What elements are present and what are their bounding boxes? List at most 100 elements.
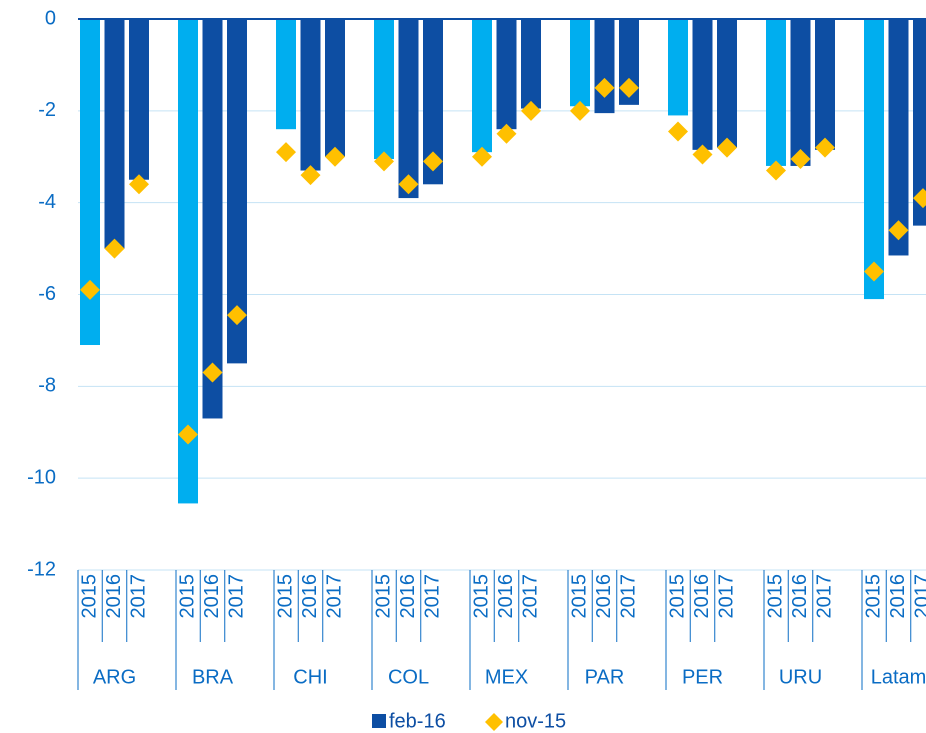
marker [104,238,125,259]
bar [692,19,713,150]
legend-swatch [485,713,503,731]
bar [570,19,590,107]
x-tick-label: 2016 [887,574,909,619]
bar [864,19,884,300]
marker [398,174,419,195]
x-tick-label: 2016 [103,574,125,619]
bar [472,19,492,153]
bar [766,19,786,166]
marker [766,160,786,181]
legend-label: feb-16 [389,710,446,732]
group-label: Latam [871,666,926,688]
x-tick-label: 2017 [911,574,926,619]
bar [521,19,541,109]
x-tick-label: 2017 [813,574,835,619]
group-label: BRA [192,666,234,688]
x-tick-label: 2015 [176,574,198,619]
x-tick-label: 2016 [691,574,713,619]
marker [472,146,492,167]
marker [300,165,321,186]
bar [276,19,296,130]
x-tick-label: 2015 [78,574,100,619]
marker [276,142,296,163]
x-tick-label: 2017 [421,574,443,619]
marker [325,146,345,167]
group-label: PAR [585,666,625,688]
y-tick-label: -12 [27,558,56,580]
marker [496,123,517,144]
bar [790,19,811,166]
marker [692,144,713,165]
group-label: CHI [293,666,327,688]
x-tick-label: 2015 [470,574,492,619]
marker [790,149,811,170]
bar [374,19,394,160]
x-tick-label: 2016 [299,574,321,619]
x-tick-label: 2015 [862,574,884,619]
marker [129,174,149,195]
x-tick-label: 2017 [127,574,149,619]
x-tick-label: 2017 [225,574,247,619]
x-tick-label: 2017 [715,574,737,619]
group-label: COL [388,666,429,688]
marker [668,121,688,142]
bar [594,19,615,114]
marker [374,151,394,172]
group-label: URU [779,666,822,688]
bar [717,19,737,148]
group-label: PER [682,666,723,688]
x-tick-label: 2016 [495,574,517,619]
bar [129,19,149,180]
x-tick-label: 2017 [617,574,639,619]
group-label: MEX [485,666,528,688]
legend-swatch [372,714,386,728]
x-tick-label: 2016 [397,574,419,619]
y-tick-label: -10 [27,466,56,488]
y-tick-label: -2 [38,99,56,121]
bar [423,19,443,185]
marker [80,279,100,300]
marker [619,77,639,98]
x-tick-label: 2016 [789,574,811,619]
marker [423,151,443,172]
x-tick-label: 2015 [568,574,590,619]
marker [913,188,926,209]
x-tick-label: 2016 [593,574,615,619]
y-tick-label: -6 [38,283,56,305]
bar [815,19,835,150]
marker [178,424,198,445]
x-tick-label: 2015 [666,574,688,619]
bar [398,19,419,199]
y-tick-label: -8 [38,375,56,397]
bar [80,19,100,346]
marker [227,305,247,326]
bar [325,19,345,157]
y-tick-label: 0 [45,7,56,29]
bar [913,19,926,226]
marker [815,137,835,158]
bar [496,19,517,130]
x-tick-label: 2015 [274,574,296,619]
bar [227,19,247,364]
marker [594,77,615,98]
marker [864,261,884,282]
legend-label: nov-15 [505,710,566,732]
group-label: ARG [93,666,136,688]
bar [104,19,125,249]
marker [717,137,737,158]
marker [521,100,541,121]
x-tick-label: 2017 [323,574,345,619]
marker [202,362,223,383]
y-tick-label: -4 [38,191,56,213]
bar [668,19,688,116]
marker [888,220,909,241]
x-tick-label: 2015 [372,574,394,619]
bar [202,19,223,419]
x-tick-label: 2016 [201,574,223,619]
bar [178,19,198,504]
bar [888,19,909,256]
x-tick-label: 2015 [764,574,786,619]
bar [300,19,321,171]
x-tick-label: 2017 [519,574,541,619]
